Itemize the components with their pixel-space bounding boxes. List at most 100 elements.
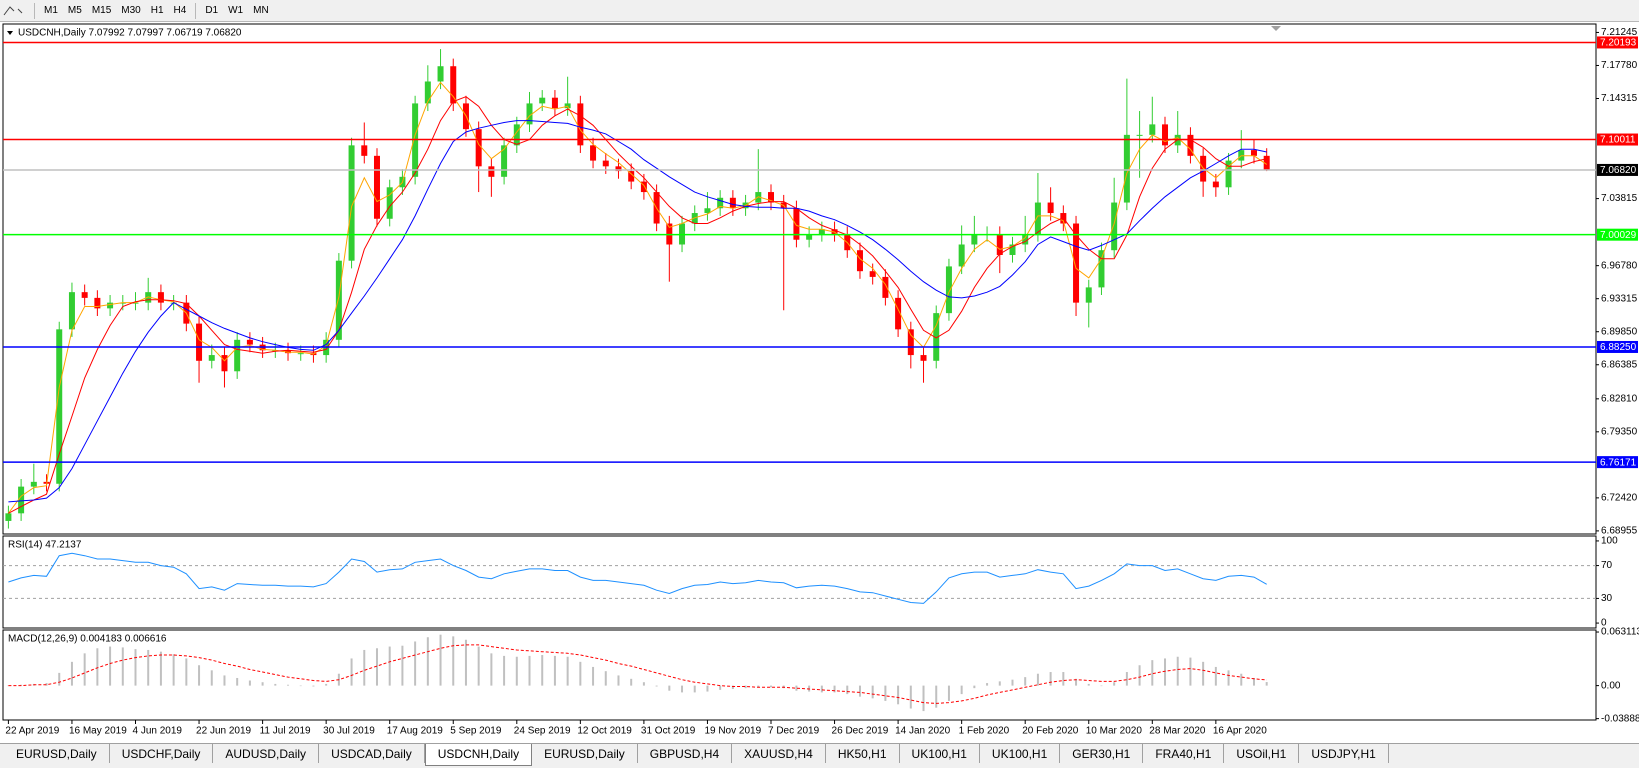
candle-body bbox=[539, 97, 546, 104]
timeframe-button[interactable]: W1 bbox=[228, 4, 244, 16]
histogram-bar bbox=[897, 685, 900, 705]
x-tick-label: 16 May 2019 bbox=[69, 726, 127, 737]
chart-tab[interactable]: EURUSD,Daily bbox=[4, 744, 110, 763]
chart-tab[interactable]: USOil,H1 bbox=[1224, 744, 1300, 763]
x-tick-label: 11 Jul 2019 bbox=[260, 726, 311, 737]
chart-tab[interactable]: UK100,H1 bbox=[900, 744, 980, 763]
candle-body bbox=[933, 313, 940, 361]
histogram-bar bbox=[1062, 672, 1065, 686]
histogram-bar bbox=[1087, 683, 1090, 686]
y-tick-label: 6.79350 bbox=[1601, 426, 1638, 437]
timeframe-button[interactable]: M30 bbox=[121, 4, 141, 16]
candle-body bbox=[945, 266, 952, 314]
price-label-box bbox=[1597, 36, 1638, 49]
candle-body bbox=[475, 129, 482, 167]
histogram-bar bbox=[1113, 682, 1116, 686]
x-tick-label: 26 Dec 2019 bbox=[832, 726, 889, 737]
candle-body bbox=[132, 302, 139, 304]
candle-body bbox=[513, 124, 520, 146]
chart-tab[interactable]: USDCNH,Daily bbox=[424, 744, 533, 766]
chart-tab[interactable]: EURUSD,Daily bbox=[532, 744, 638, 763]
chart-tab[interactable]: AUDUSD,Daily bbox=[213, 744, 320, 763]
chart-tab[interactable]: USDCHF,Daily bbox=[110, 744, 214, 763]
x-tick-label: 31 Oct 2019 bbox=[641, 726, 696, 737]
chart-tab[interactable]: USDCAD,Daily bbox=[319, 744, 425, 763]
candle-body bbox=[208, 355, 215, 361]
candle-body bbox=[56, 329, 63, 484]
indicator-line bbox=[8, 552, 1267, 604]
chart-tab[interactable]: XAUUSD,H4 bbox=[732, 744, 826, 763]
timeframe-button[interactable]: M1 bbox=[44, 4, 58, 16]
y-tick-label: 100 bbox=[1601, 536, 1618, 547]
plot bbox=[7, 634, 1268, 712]
x-tick-label: 1 Feb 2020 bbox=[959, 726, 1010, 737]
histogram-bar bbox=[261, 682, 264, 686]
chart-tab[interactable]: FRA40,H1 bbox=[1143, 744, 1225, 763]
histogram-bar bbox=[719, 685, 722, 690]
histogram-bar bbox=[312, 685, 315, 687]
candle-body bbox=[1123, 134, 1130, 203]
chart-tab[interactable]: GBPUSD,H4 bbox=[638, 744, 733, 763]
histogram-bar bbox=[693, 685, 696, 693]
candle-body bbox=[958, 244, 965, 267]
candle-body bbox=[1085, 287, 1092, 303]
histogram-bar bbox=[947, 685, 950, 701]
price-label: 7.10011 bbox=[1600, 135, 1636, 146]
histogram-bar bbox=[668, 685, 671, 691]
chart-tab[interactable]: HK50,H1 bbox=[826, 744, 900, 763]
histogram-bar bbox=[325, 683, 328, 686]
y-tick-label: 6.96780 bbox=[1601, 260, 1638, 271]
candle-body bbox=[119, 302, 126, 304]
histogram-bar bbox=[884, 685, 887, 701]
histogram-bar bbox=[388, 646, 391, 686]
histogram-bar bbox=[477, 646, 480, 686]
pane-title: USDCNH,Daily 7.07992 7.07997 7.06719 7.0… bbox=[18, 28, 242, 39]
candle-body bbox=[1047, 202, 1054, 214]
histogram-bar bbox=[973, 685, 976, 689]
candle-body bbox=[806, 234, 813, 240]
candle-body bbox=[450, 66, 457, 104]
x-tick-label: 16 Apr 2020 bbox=[1213, 726, 1267, 737]
chart-tab[interactable]: GER30,H1 bbox=[1060, 744, 1144, 763]
timeframe-button[interactable]: D1 bbox=[205, 4, 219, 16]
candle-body bbox=[1098, 250, 1105, 288]
timeframe-button[interactable]: MN bbox=[253, 4, 269, 16]
candle-body bbox=[640, 181, 647, 193]
chart-tab[interactable]: UK100,H1 bbox=[980, 744, 1061, 763]
candle-body bbox=[882, 276, 889, 298]
candle-body bbox=[971, 234, 978, 245]
histogram-bar bbox=[198, 665, 201, 686]
candle-body bbox=[526, 103, 533, 125]
histogram-bar bbox=[986, 683, 989, 686]
candle-body bbox=[437, 66, 444, 82]
candle-body bbox=[729, 197, 736, 209]
histogram-bar bbox=[1125, 672, 1128, 686]
timeframe-button[interactable]: H4 bbox=[173, 4, 187, 16]
candle-body bbox=[1212, 181, 1219, 188]
x-tick-label: 10 Mar 2020 bbox=[1086, 726, 1143, 737]
candle-body bbox=[30, 481, 37, 487]
candle-body bbox=[895, 297, 902, 330]
candle-body bbox=[81, 292, 88, 298]
candle-body bbox=[907, 329, 914, 356]
x-tick-label: 5 Sep 2019 bbox=[450, 726, 502, 737]
histogram-bar bbox=[159, 651, 162, 686]
price-label-box bbox=[1597, 163, 1638, 176]
histogram-bar bbox=[655, 685, 658, 687]
timeframe-button[interactable]: M15 bbox=[91, 4, 112, 16]
histogram-bar bbox=[1138, 665, 1141, 686]
candle-body bbox=[68, 292, 75, 330]
price-label-box bbox=[1597, 133, 1638, 146]
candle-body bbox=[793, 208, 800, 240]
chart-tab[interactable]: USDJPY,H1 bbox=[1299, 744, 1389, 763]
timeframe-button[interactable]: M5 bbox=[67, 4, 82, 16]
histogram-bar bbox=[452, 636, 455, 686]
histogram-bar bbox=[833, 685, 836, 693]
histogram-bar bbox=[1189, 657, 1192, 686]
timeframe-button[interactable]: H1 bbox=[150, 4, 164, 16]
histogram-bar bbox=[846, 685, 849, 695]
pane-frame bbox=[2, 629, 1597, 721]
histogram-bar bbox=[1240, 673, 1243, 686]
histogram-bar bbox=[681, 685, 684, 693]
histogram-bar bbox=[1024, 677, 1027, 686]
